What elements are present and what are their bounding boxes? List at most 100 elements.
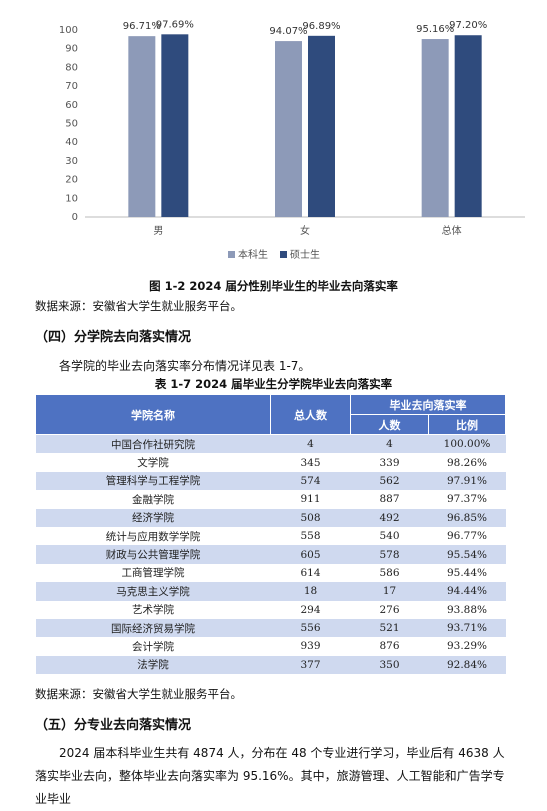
table-cell: 93.71%: [428, 618, 506, 638]
table-cell: 540: [379, 530, 400, 543]
table-row: 国际经济贸易学院 556 521 93.71%: [35, 618, 506, 638]
table-cell: 4: [350, 434, 429, 454]
table-cell: 财政与公共管理学院: [35, 545, 271, 564]
table-cell: 94.44%: [428, 582, 506, 601]
table-cell: 558: [300, 530, 321, 543]
data-label: 95.16%: [416, 24, 454, 35]
table-cell: 国际经济贸易学院: [35, 618, 271, 638]
table-cell: 605: [270, 545, 351, 564]
table-cell: 96.85%: [428, 508, 506, 527]
table-row: 法学院 377 350 92.84%: [35, 655, 506, 675]
table-cell: 276: [379, 603, 400, 616]
header-cell: 总人数: [270, 394, 351, 435]
table-cell: 377: [270, 655, 351, 675]
table-cell: 876: [379, 640, 400, 653]
legend-label: 本科生: [238, 248, 268, 261]
table-cell: 93.88%: [446, 603, 488, 616]
table-cell: 98.26%: [446, 456, 488, 469]
table-cell: 金融学院: [132, 493, 174, 506]
y-tick-label: 0: [72, 212, 78, 223]
section-heading: （五）分专业去向落实情况: [35, 718, 192, 733]
table-cell: 100.00%: [428, 434, 506, 454]
data-label: 96.89%: [302, 21, 340, 32]
table-cell: 马克思主义学院: [35, 582, 271, 601]
table-row: 工商管理学院 614 586 95.44%: [36, 564, 506, 582]
table-cell: 4: [270, 434, 351, 454]
table-cell: 统计与应用数学学院: [105, 530, 201, 543]
y-tick-label: 10: [65, 193, 78, 204]
table-cell: 614: [300, 566, 321, 579]
data-label: 97.69%: [156, 19, 194, 30]
x-tick-label: 男: [153, 225, 163, 237]
table-cell: 911: [300, 493, 321, 506]
bar: [421, 39, 449, 218]
table-cell: 339: [379, 456, 400, 469]
table-cell: 887: [379, 493, 400, 506]
table-row: 马克思主义学院 18 17 94.44%: [35, 582, 506, 601]
table-row: 金融学院 911 887 97.37%: [36, 490, 506, 508]
bar: [454, 35, 482, 218]
figure-caption: 图 1-2 2024 届分性别毕业生的毕业去向落实率: [149, 279, 398, 293]
header-cell: 比例: [428, 414, 506, 435]
header-cell: 毕业去向落实率: [350, 394, 506, 415]
table-cell: 95.44%: [446, 566, 488, 579]
legend-swatch: [228, 251, 235, 258]
table-cell: 508: [270, 508, 351, 527]
legend-swatch: [280, 251, 287, 258]
source-note: 数据来源：安徽省大学生就业服务平台。: [35, 299, 242, 313]
table-cell: 586: [379, 566, 400, 579]
x-tick-label: 女: [300, 224, 310, 237]
table-cell: 578: [350, 545, 429, 564]
y-tick-label: 100: [59, 25, 78, 36]
y-tick-label: 60: [65, 100, 78, 111]
y-tick-label: 50: [65, 119, 78, 130]
table-cell: 556: [270, 618, 351, 638]
table-cell: 574: [270, 471, 351, 491]
table-cell: 93.29%: [446, 640, 488, 653]
table-cell: 中国合作社研究院: [35, 434, 271, 454]
table-cell: 350: [350, 655, 429, 675]
table-cell: 法学院: [35, 655, 271, 675]
table-row: 艺术学院 294 276 93.88%: [36, 601, 506, 619]
table: 学院名称 总人数 毕业去向落实率 人数 比例 中国合作社研究院 4 4 100.00% 文学院…: [35, 394, 506, 675]
table-cell: 文学院: [137, 457, 169, 470]
table-row: 中国合作社研究院 4 4 100.00%: [35, 434, 506, 454]
y-tick-label: 90: [65, 44, 78, 55]
x-tick-label: 总体: [442, 224, 462, 237]
intro-text: 各学院的毕业去向落实率分布情况详见表 1-7。: [59, 359, 311, 373]
table-cell: 294: [300, 603, 321, 616]
section-heading: （四）分学院去向落实情况: [35, 330, 192, 345]
bar: [128, 36, 156, 218]
table-row: 经济学院 508 492 96.85%: [35, 508, 506, 527]
bar: [275, 41, 302, 218]
header-cell: 人数: [350, 414, 429, 435]
table-cell: 562: [350, 471, 429, 491]
table-row: 文学院 345 339 98.26%: [36, 453, 506, 471]
table-row: 会计学院 939 876 93.29%: [36, 637, 506, 655]
table-row: 财政与公共管理学院 605 578 95.54%: [35, 545, 506, 564]
data-label: 97.20%: [449, 20, 487, 31]
table-cell: 492: [350, 508, 429, 527]
table-cell: 经济学院: [35, 508, 271, 527]
table-row: 管理科学与工程学院 574 562 97.91%: [35, 471, 506, 491]
table-cell: 97.91%: [428, 471, 506, 491]
table-row: 统计与应用数学学院 558 540 96.77%: [36, 527, 506, 545]
data-label: 94.07%: [269, 26, 307, 37]
paragraph: 2024 届本科毕业生共有 4874 人，分布在 48 个专业进行学习，毕业后有…: [35, 746, 505, 806]
bar: [308, 35, 335, 217]
legend-label: 硕士生: [290, 248, 320, 261]
table-caption: 表 1-7 2024 届毕业生分学院毕业去向落实率: [154, 377, 393, 391]
y-tick-label: 70: [65, 81, 78, 92]
table-cell: 18: [270, 582, 351, 601]
y-tick-label: 80: [65, 62, 78, 73]
table-cell: 96.77%: [446, 530, 488, 543]
y-tick-label: 20: [65, 175, 78, 186]
table-cell: 会计学院: [132, 640, 174, 653]
table-cell: 939: [300, 640, 321, 653]
y-tick-label: 30: [65, 156, 78, 167]
table-cell: 97.37%: [446, 493, 488, 506]
table-cell: 管理科学与工程学院: [35, 471, 271, 491]
y-tick-label: 40: [65, 137, 78, 148]
source-note: 数据来源：安徽省大学生就业服务平台。: [35, 687, 242, 701]
